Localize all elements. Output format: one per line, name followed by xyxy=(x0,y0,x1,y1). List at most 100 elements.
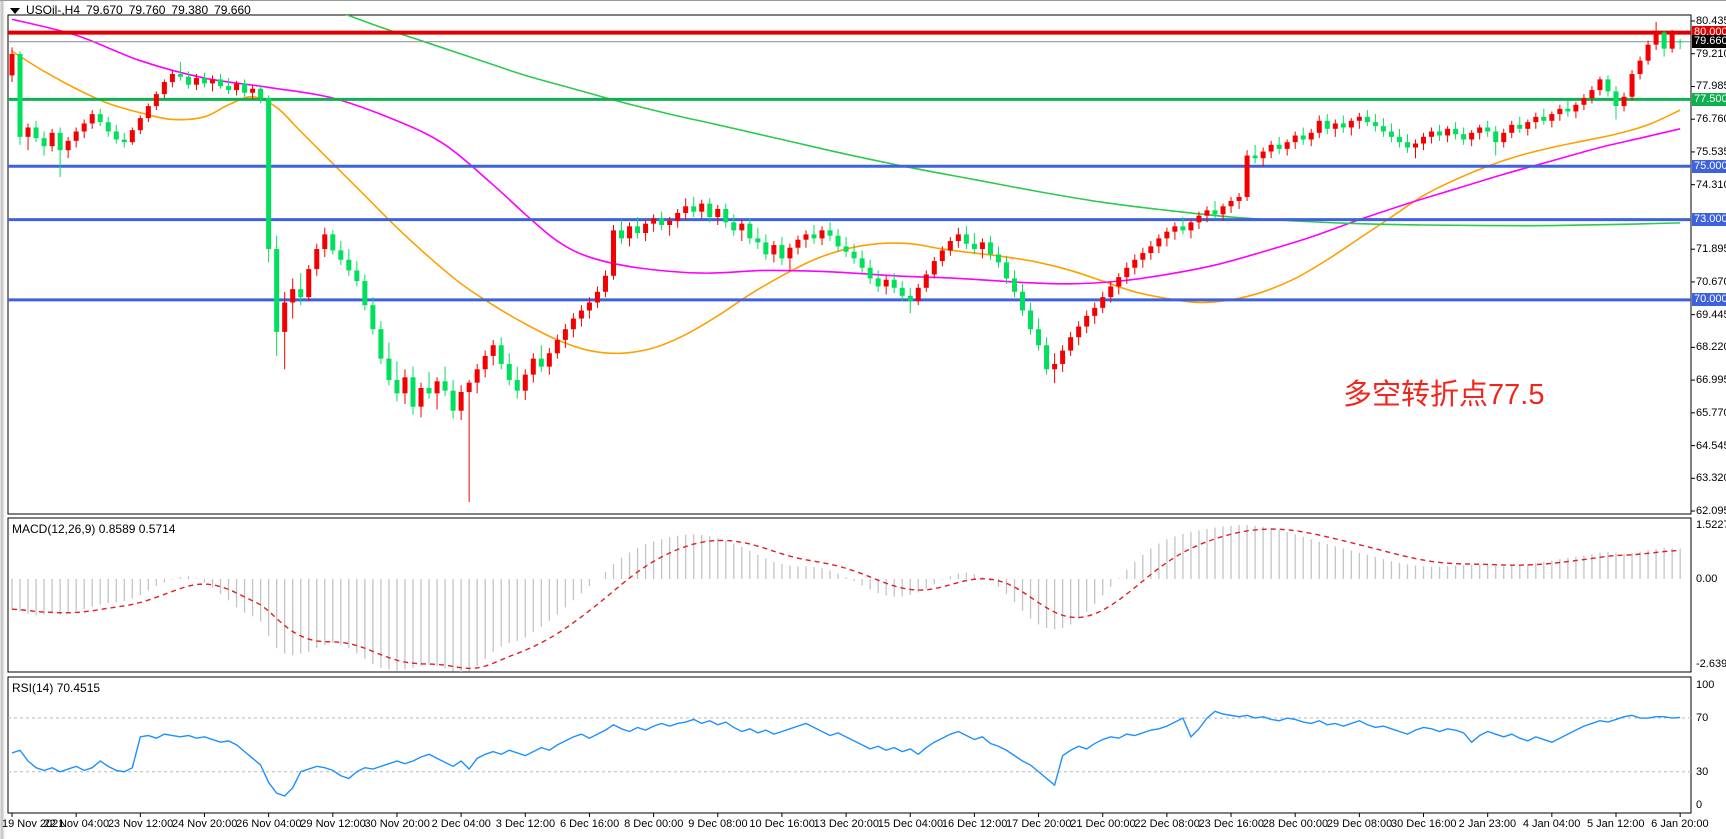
candle-body xyxy=(1605,79,1611,92)
candle-body xyxy=(1124,267,1130,278)
candle-body xyxy=(258,88,264,99)
time-label: 3 Dec 12:00 xyxy=(495,818,556,830)
candle-body xyxy=(643,223,649,234)
candle-body xyxy=(210,79,215,84)
candle-body xyxy=(723,208,729,223)
candle-body xyxy=(442,381,448,391)
rsi-pane[interactable] xyxy=(8,710,1691,797)
candle-body xyxy=(474,369,480,383)
candle-body xyxy=(947,241,953,251)
price-tick-label: 77.985 xyxy=(1696,80,1726,93)
price-badge-75.000: 75.000 xyxy=(1692,159,1726,173)
candle-body xyxy=(274,249,280,332)
candle-body xyxy=(1244,155,1250,197)
candle-body xyxy=(995,254,1001,263)
candle-body xyxy=(1445,128,1451,136)
candle-body xyxy=(779,245,785,259)
candle-body xyxy=(915,287,921,302)
candle-body xyxy=(177,74,183,77)
candle-body xyxy=(201,78,207,84)
candle-body xyxy=(314,249,320,270)
candle-body xyxy=(1629,74,1635,97)
candle-body xyxy=(1092,307,1098,316)
time-label: 13 Dec 20:00 xyxy=(813,818,880,830)
chart-annotation-text[interactable]: 多空转折点77.5 xyxy=(1343,379,1545,411)
time-label: 15 Dec 04:00 xyxy=(877,818,944,830)
price-tick-label: 65.770 xyxy=(1696,406,1726,419)
candle-body xyxy=(875,278,881,287)
candle-body xyxy=(1308,132,1314,140)
candle-body xyxy=(1036,329,1042,346)
time-label: 24 Nov 20:00 xyxy=(171,818,238,830)
symbol-dropdown-icon[interactable] xyxy=(10,7,20,14)
candle-body xyxy=(1324,120,1330,129)
candle-body xyxy=(795,239,801,248)
price-tick-label: 79.210 xyxy=(1696,47,1726,60)
macd-pane[interactable] xyxy=(11,525,1681,673)
candle-body xyxy=(354,270,360,282)
candle-body xyxy=(1581,98,1587,105)
price-badge-79.660: 79.660 xyxy=(1692,35,1726,49)
macd-signal-value: 0.5714 xyxy=(138,522,176,536)
readout-low: 79.380 xyxy=(171,3,209,17)
rsi-axis-label: 0 xyxy=(1696,799,1703,811)
candle-body xyxy=(1276,144,1282,149)
candle-body xyxy=(1653,32,1659,45)
candle-body xyxy=(691,206,697,212)
candle-body xyxy=(1316,120,1322,133)
candle-body xyxy=(1164,231,1170,239)
candle-body xyxy=(755,238,761,243)
rsi-indicator-label: RSI(14) 70.4515 xyxy=(12,681,101,695)
ma-slow-green xyxy=(345,15,1681,227)
candle-body xyxy=(1597,79,1603,91)
candle-body xyxy=(1485,127,1491,132)
price-tick-label: 64.545 xyxy=(1696,439,1726,452)
time-label: 30 Dec 16:00 xyxy=(1391,818,1457,830)
candle-body xyxy=(89,114,95,124)
candle-body xyxy=(322,234,328,250)
candle-body xyxy=(466,382,472,393)
time-label: 19 Nov 2021 xyxy=(2,818,65,830)
candle-body xyxy=(939,250,945,262)
candle-body xyxy=(1461,134,1467,140)
candle-body xyxy=(1677,41,1683,43)
symbol-title: USOil-,H4 xyxy=(26,3,81,17)
candle-body xyxy=(25,127,31,137)
candle-body xyxy=(1589,90,1595,99)
candle-body xyxy=(1220,206,1226,215)
candle-body xyxy=(9,53,15,76)
candle-body xyxy=(378,329,384,359)
candle-body xyxy=(835,235,841,247)
candle-body xyxy=(1525,122,1531,129)
candle-body xyxy=(675,212,681,221)
candle-body xyxy=(1012,278,1017,292)
candle-body xyxy=(193,78,199,85)
candle-body xyxy=(185,76,191,85)
candle-body xyxy=(1108,286,1114,298)
candle-body xyxy=(242,83,248,93)
candle-body xyxy=(1404,142,1410,148)
candle-body xyxy=(1260,151,1266,159)
candle-body xyxy=(1541,116,1547,121)
rsi-axis-label: 70 xyxy=(1696,712,1709,725)
candle-body xyxy=(1052,363,1058,370)
candle-body xyxy=(1228,200,1234,207)
ma-fast-orange xyxy=(11,50,1681,355)
candle-body xyxy=(803,234,809,240)
macd-axis-label: -2.6392 xyxy=(1696,658,1726,670)
candle-body xyxy=(113,131,119,140)
candle-body xyxy=(1196,215,1202,223)
candle-body xyxy=(1645,44,1651,61)
candle-body xyxy=(891,279,897,288)
candle-body xyxy=(955,234,961,242)
candle-body xyxy=(498,345,504,364)
price-pane[interactable] xyxy=(8,13,1691,503)
time-label: 10 Dec 16:00 xyxy=(749,818,815,830)
candle-body xyxy=(1076,326,1082,338)
candle-body xyxy=(1469,132,1475,140)
candle-body xyxy=(659,218,665,226)
candle-body xyxy=(731,222,737,231)
candle-body xyxy=(1388,131,1394,137)
